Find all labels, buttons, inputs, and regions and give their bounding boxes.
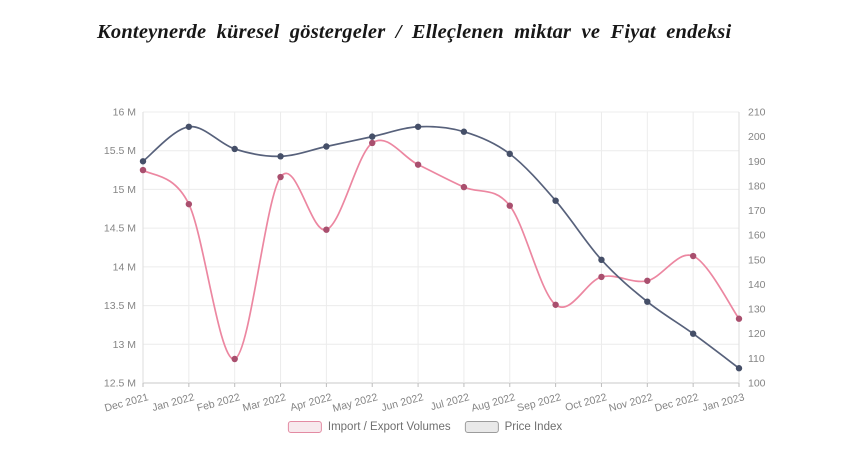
data-point-import-export-volumes[interactable] <box>369 139 376 147</box>
y-axis-right-tick-label: 210 <box>748 107 766 119</box>
y-axis-right-tick-label: 150 <box>748 254 766 266</box>
data-point-price-index[interactable] <box>139 158 147 165</box>
x-axis-tick-label: Sep 2022 <box>516 391 563 414</box>
series-line-import-export-volumes <box>142 139 740 360</box>
series-line-price-index <box>142 125 740 370</box>
y-axis-right-tick-label: 140 <box>748 279 766 291</box>
y-axis-right-tick-label: 120 <box>748 328 766 340</box>
chart-legend: Import / Export Volumes Price Index <box>287 421 563 433</box>
data-point-import-export-volumes[interactable] <box>185 200 193 208</box>
y-axis-right-tick-label: 130 <box>748 304 766 316</box>
x-axis-tick-label: Dec 2022 <box>653 391 700 414</box>
legend-item-import-export-volumes[interactable]: Import / Export Volumes <box>287 421 451 433</box>
x-axis-tick-label: Jul 2022 <box>429 391 471 413</box>
data-point-price-index[interactable] <box>506 150 513 158</box>
x-axis-tick-label: Jan 2022 <box>151 391 196 414</box>
data-point-import-export-volumes[interactable] <box>644 277 651 284</box>
data-point-import-export-volumes[interactable] <box>552 301 559 308</box>
data-point-price-index[interactable] <box>689 330 697 337</box>
y-axis-left-tick-label: 14.5 M <box>104 223 136 235</box>
data-point-price-index[interactable] <box>231 145 238 153</box>
data-point-import-export-volumes[interactable] <box>323 226 330 233</box>
y-axis-right-tick-label: 180 <box>748 180 766 192</box>
data-point-price-index[interactable] <box>185 123 193 130</box>
y-axis-left-tick-label: 14 M <box>113 261 136 273</box>
y-axis-right-tick-label: 170 <box>748 205 766 217</box>
y-axis-right-tick-label: 160 <box>748 230 766 242</box>
data-point-import-export-volumes[interactable] <box>460 183 468 191</box>
x-axis-tick-label: Mar 2022 <box>241 391 287 414</box>
data-point-price-index[interactable] <box>277 153 284 160</box>
y-axis-left-tick-label: 16 M <box>113 107 136 119</box>
data-point-import-export-volumes[interactable] <box>231 355 238 363</box>
data-point-import-export-volumes[interactable] <box>506 202 513 209</box>
data-point-price-index[interactable] <box>460 128 468 135</box>
price-index-swatch-icon <box>464 421 499 433</box>
y-axis-right-tick-label: 100 <box>748 378 766 390</box>
import-export-volumes-swatch-icon <box>287 421 322 433</box>
data-point-import-export-volumes[interactable] <box>139 166 147 174</box>
data-point-import-export-volumes[interactable] <box>735 315 743 322</box>
legend-item-price-index[interactable]: Price Index <box>464 421 563 433</box>
y-axis-left-tick-label: 15 M <box>113 184 136 196</box>
x-axis-tick-label: Nov 2022 <box>608 391 655 414</box>
data-point-price-index[interactable] <box>414 123 422 130</box>
x-axis-tick-label: May 2022 <box>331 391 379 415</box>
x-axis-tick-label: Dec 2021 <box>103 391 150 414</box>
data-point-price-index[interactable] <box>644 298 651 305</box>
x-axis-tick-label: Jan 2023 <box>701 391 746 414</box>
x-axis-tick-label: Aug 2022 <box>470 391 517 414</box>
data-point-import-export-volumes[interactable] <box>277 173 284 181</box>
x-axis-tick-label: Feb 2022 <box>195 391 241 414</box>
x-axis-tick-label: Apr 2022 <box>289 391 333 414</box>
legend-label-import-export-volumes: Import / Export Volumes <box>327 421 451 433</box>
y-axis-left-tick-label: 13.5 M <box>104 300 136 312</box>
data-point-price-index[interactable] <box>369 133 376 140</box>
data-point-import-export-volumes[interactable] <box>689 252 697 260</box>
page-title: Konteynerde küresel göstergeler / Elleçl… <box>97 21 732 43</box>
data-point-price-index[interactable] <box>323 143 330 150</box>
data-point-import-export-volumes[interactable] <box>598 273 605 281</box>
data-point-price-index[interactable] <box>735 365 743 372</box>
x-axis-tick-label: Oct 2022 <box>564 391 608 414</box>
y-axis-right-tick-label: 200 <box>748 131 766 143</box>
y-axis-right-tick-label: 190 <box>748 156 766 168</box>
data-point-price-index[interactable] <box>598 256 605 264</box>
data-point-price-index[interactable] <box>552 197 559 204</box>
data-point-import-export-volumes[interactable] <box>414 161 422 168</box>
y-axis-left-tick-label: 13 M <box>113 339 136 351</box>
legend-label-price-index: Price Index <box>504 421 563 433</box>
y-axis-right-tick-label: 110 <box>748 353 765 365</box>
y-axis-left-tick-label: 12.5 M <box>104 378 136 390</box>
y-axis-left-tick-label: 15.5 M <box>104 145 136 157</box>
x-axis-tick-label: Jun 2022 <box>380 391 425 414</box>
